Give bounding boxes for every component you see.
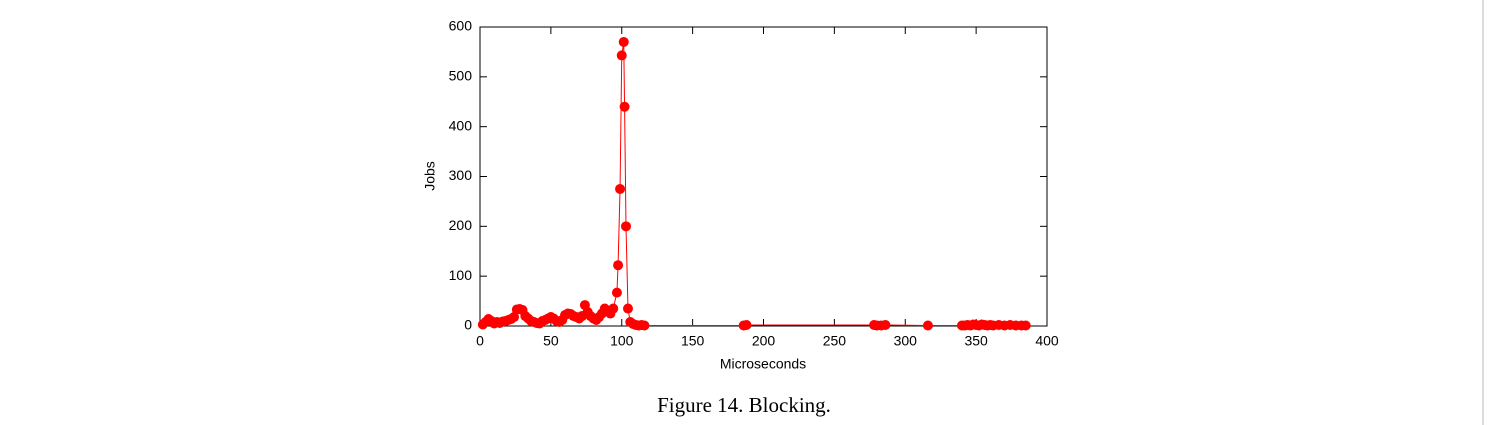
x-axis-label: Microseconds: [720, 356, 806, 372]
series-line: [482, 41, 1026, 327]
point: [615, 183, 626, 194]
x-tick-label: 100: [610, 333, 634, 349]
point: [611, 287, 622, 298]
point: [616, 50, 627, 61]
point: [639, 320, 650, 331]
y-tick-label: 400: [449, 117, 473, 133]
y-tick-label: 600: [449, 18, 473, 34]
y-tick-label: 300: [449, 167, 473, 183]
point: [619, 101, 630, 112]
y-axis-label: Jobs: [422, 161, 438, 191]
x-tick-label: 250: [823, 333, 847, 349]
point: [618, 36, 629, 47]
plot-frame: [479, 26, 1048, 327]
x-tick-label: 400: [1035, 333, 1059, 349]
point: [880, 320, 891, 331]
point: [1020, 320, 1031, 331]
x-tick-label: 50: [543, 333, 559, 349]
point: [608, 303, 619, 314]
x-tick-label: 150: [681, 333, 705, 349]
caption: Figure 14. Blocking.: [657, 393, 831, 417]
point: [741, 320, 752, 331]
x-tick-label: 0: [476, 333, 484, 349]
y-tick-label: 100: [449, 267, 473, 283]
y-tick-label: 0: [464, 317, 472, 333]
point: [622, 303, 633, 314]
y-tick-label: 500: [449, 68, 473, 84]
point: [613, 260, 624, 271]
x-tick-label: 200: [752, 333, 776, 349]
x-tick-label: 350: [964, 333, 988, 349]
y-tick-label: 200: [449, 217, 473, 233]
point: [621, 221, 632, 232]
x-tick-label: 300: [894, 333, 918, 349]
point: [922, 320, 933, 331]
